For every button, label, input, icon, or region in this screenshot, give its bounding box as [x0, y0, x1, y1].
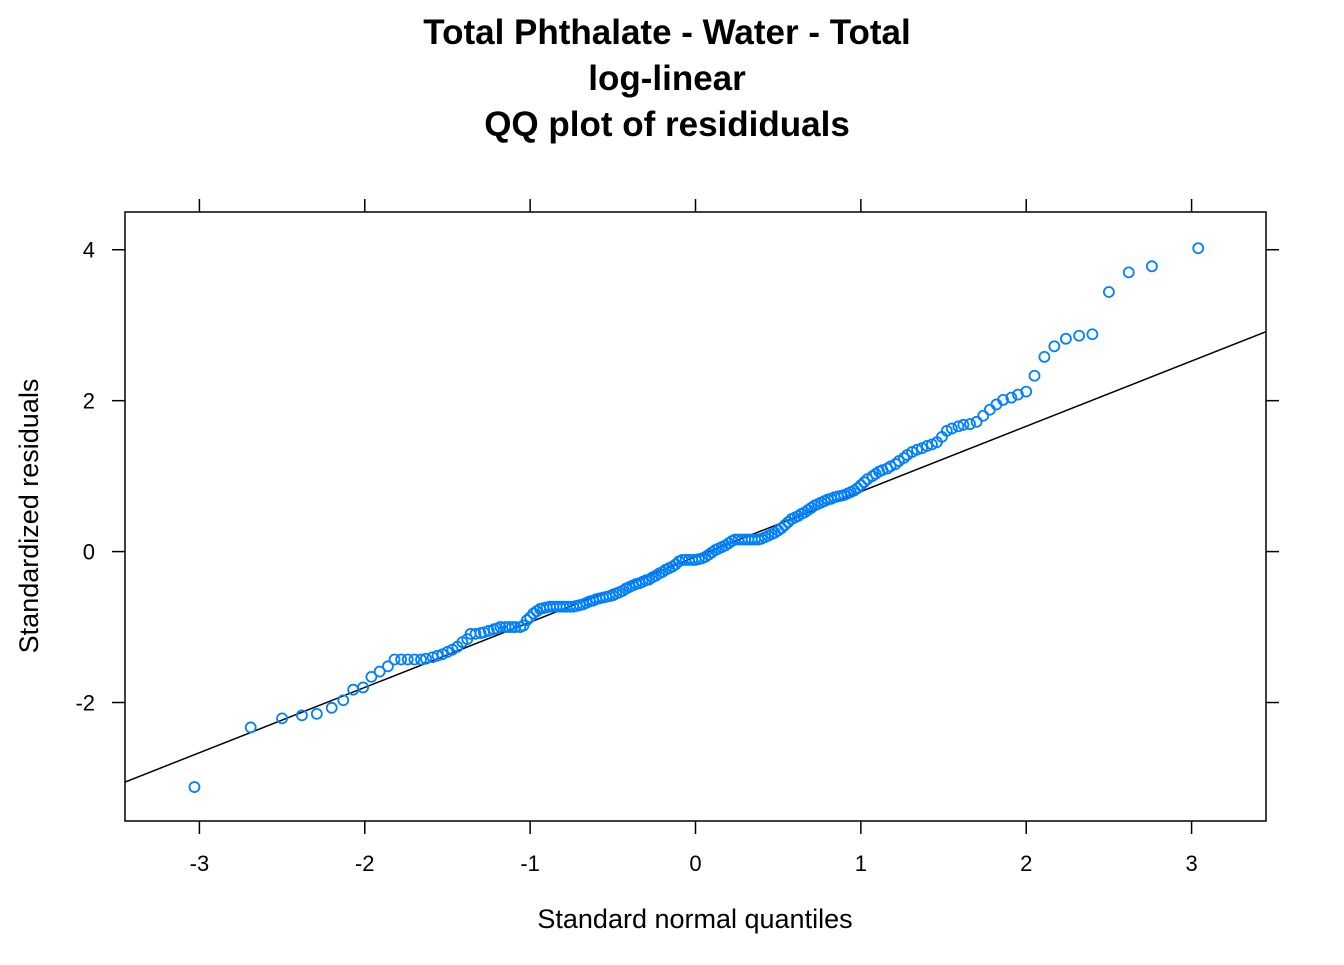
data-point [1192, 242, 1205, 255]
data-point [530, 605, 543, 618]
data-point [431, 649, 444, 662]
data-point [469, 627, 482, 640]
data-point [616, 584, 629, 597]
data-point [1146, 260, 1158, 273]
data-point [482, 624, 495, 637]
data-point [643, 573, 656, 586]
data-point [276, 712, 288, 725]
x-tick-label: 0 [689, 851, 701, 876]
data-point [1086, 328, 1099, 341]
data-point [983, 403, 996, 416]
x-axis-label: Standard normal quantiles [537, 904, 852, 934]
data-points [188, 242, 1205, 793]
data-point [952, 420, 965, 433]
data-point [244, 721, 257, 734]
data-point [722, 537, 735, 550]
data-point [420, 652, 432, 665]
data-point [401, 653, 414, 666]
data-point [520, 614, 533, 627]
y-tick-label: 2 [83, 389, 95, 414]
data-point [373, 665, 386, 678]
data-point [325, 701, 338, 714]
data-point [1005, 391, 1018, 404]
x-tick-label: 2 [1020, 851, 1032, 876]
data-point [395, 653, 408, 666]
data-point [977, 409, 990, 422]
data-point [1060, 332, 1072, 345]
x-tick-label: -3 [190, 851, 210, 876]
data-point [415, 653, 427, 666]
data-point [706, 546, 718, 559]
data-point [382, 660, 394, 673]
data-point [296, 709, 308, 722]
chart-title-line-1: Total Phthalate - Water - Total [423, 13, 910, 52]
data-point [408, 653, 421, 666]
data-point [997, 394, 1009, 406]
data-point [1020, 385, 1033, 398]
data-point [1038, 350, 1051, 363]
data-point [921, 440, 933, 452]
y-axis-label: Standardized residuals [14, 379, 44, 654]
data-point [970, 415, 983, 428]
data-point [1103, 286, 1115, 298]
data-point [1073, 329, 1086, 342]
data-point [524, 611, 537, 624]
x-tick-label: 3 [1185, 851, 1197, 876]
data-point [188, 781, 201, 793]
data-point [656, 566, 669, 578]
data-point [509, 621, 522, 633]
data-point [1048, 340, 1061, 353]
data-point [897, 452, 910, 464]
y-tick-label: -2 [75, 691, 95, 716]
y-tick-label: 0 [83, 540, 95, 565]
data-point [858, 476, 871, 489]
x-tick-label: 1 [855, 851, 867, 876]
data-point [1122, 266, 1135, 279]
data-point [964, 418, 976, 430]
data-point [388, 653, 401, 666]
axis-ticks: -3 -2 -1 0 1 2 3 -2 0 2 4 [75, 199, 1279, 876]
x-tick-label: -1 [520, 851, 540, 876]
data-point [775, 522, 788, 535]
data-point [506, 621, 518, 633]
data-point [911, 443, 923, 456]
data-point [945, 422, 958, 435]
data-point [310, 707, 323, 720]
data-point [805, 501, 818, 514]
data-point [851, 482, 864, 495]
data-point [365, 670, 378, 683]
data-point [502, 621, 515, 633]
data-point [357, 681, 370, 694]
y-tick-label: 4 [83, 238, 95, 263]
data-point [494, 621, 507, 633]
data-point [347, 683, 360, 696]
data-point [854, 479, 867, 492]
data-point [649, 569, 662, 582]
chart-title-line-2: log-linear [588, 59, 746, 98]
data-point [957, 418, 970, 431]
data-point [869, 467, 882, 480]
plot-area-border [124, 211, 1267, 822]
x-tick-label: -2 [355, 851, 375, 876]
data-point [778, 519, 791, 532]
chart-title-line-3: QQ plot of resididuals [484, 105, 850, 144]
data-point [337, 694, 350, 707]
data-point [792, 510, 804, 523]
data-point [1028, 369, 1041, 382]
data-point [889, 458, 902, 470]
